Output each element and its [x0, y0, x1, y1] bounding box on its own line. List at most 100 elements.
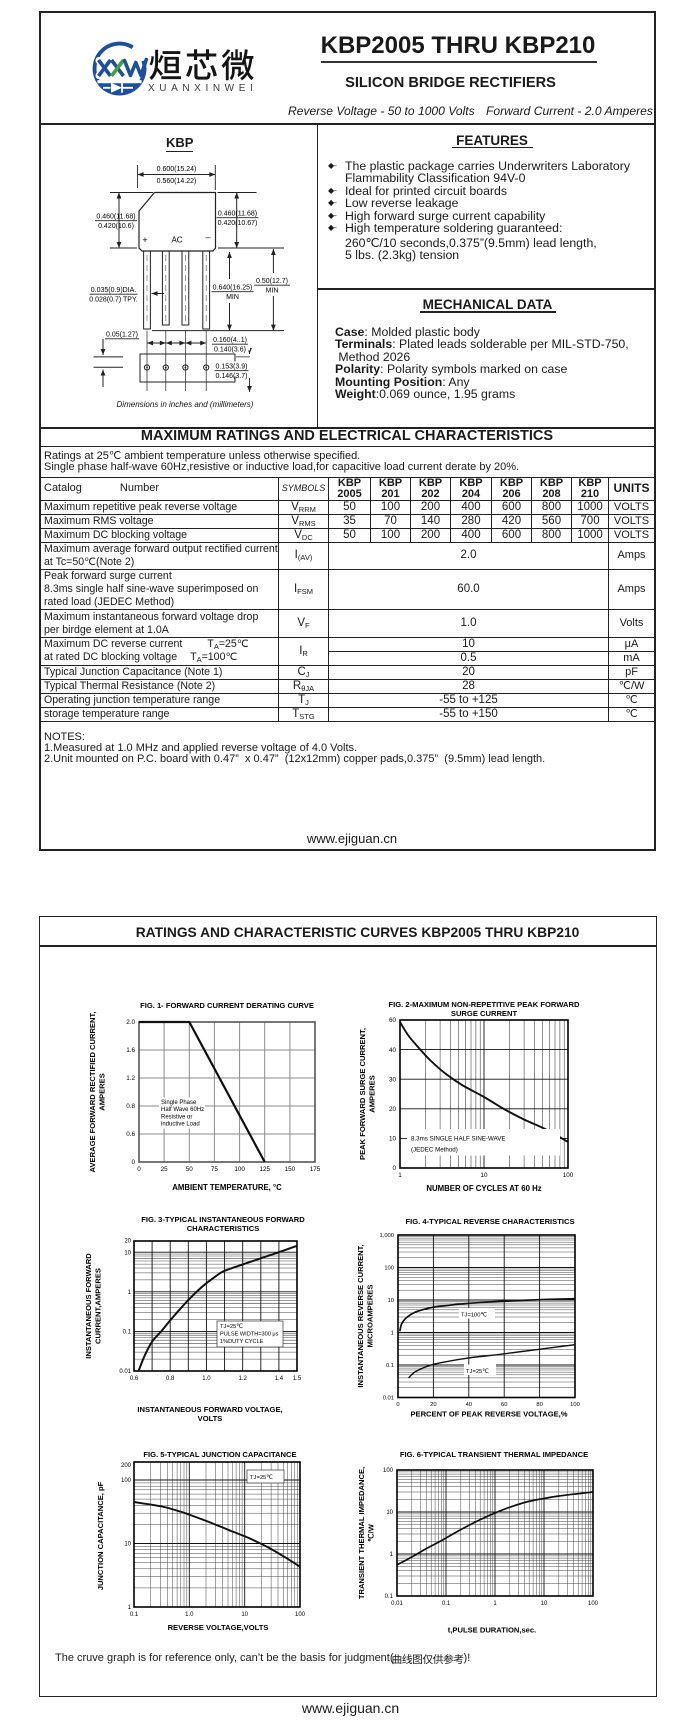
svg-text:CHARACTERISTICS: CHARACTERISTICS — [187, 1224, 260, 1233]
svg-text:MIN: MIN — [226, 294, 239, 301]
svg-text:TJ=25℃: TJ=25℃ — [466, 1369, 489, 1375]
svg-text:10: 10 — [541, 1601, 548, 1607]
svg-text:0: 0 — [131, 1159, 135, 1166]
svg-text:8.3ms SINGLE HALF SINE-WAVE: 8.3ms SINGLE HALF SINE-WAVE — [411, 1136, 506, 1143]
svg-text:0.05(1.27): 0.05(1.27) — [106, 332, 138, 339]
svg-text:+: + — [142, 235, 147, 245]
svg-text:1: 1 — [128, 1290, 132, 1296]
svg-text:0.1: 0.1 — [442, 1601, 451, 1607]
svg-text:AVERAGE FORWARD RECTIFIED CURR: AVERAGE FORWARD RECTIFIED CURRENT, — [88, 1012, 97, 1173]
svg-text:0.420(10.67): 0.420(10.67) — [218, 220, 258, 227]
svg-text:80: 80 — [536, 1402, 542, 1408]
svg-text:0.01: 0.01 — [391, 1601, 403, 1607]
svg-text:0: 0 — [392, 1165, 396, 1172]
svg-text:1.5: 1.5 — [293, 1376, 302, 1382]
svg-text:1.6: 1.6 — [126, 1047, 135, 1054]
svg-text:1.4: 1.4 — [275, 1376, 284, 1382]
svg-text:100: 100 — [588, 1601, 599, 1607]
svg-text:FIG. 4-TYPICAL REVERSE CHARACT: FIG. 4-TYPICAL REVERSE CHARACTERISTICS — [405, 1217, 574, 1226]
svg-text:–: – — [205, 232, 210, 242]
svg-text:Dimensions in inches and (mill: Dimensions in inches and (millimeters) — [117, 400, 254, 409]
svg-text:0.035(0.9)DIA.: 0.035(0.9)DIA. — [91, 287, 137, 294]
svg-text:0: 0 — [396, 1402, 399, 1408]
svg-text:FIG. 2-MAXIMUM NON-REPETITIVE: FIG. 2-MAXIMUM NON-REPETITIVE PEAK FORWA… — [389, 1000, 580, 1009]
svg-text:PEAK FORWARD SURGE CURRENT,: PEAK FORWARD SURGE CURRENT, — [358, 1028, 367, 1160]
svg-text:CURRENT,AMPERES: CURRENT,AMPERES — [94, 1268, 103, 1344]
svg-text:AMPERES: AMPERES — [98, 1073, 107, 1111]
svg-text:20: 20 — [124, 1238, 131, 1244]
svg-text:100: 100 — [384, 1266, 394, 1272]
svg-text:60: 60 — [501, 1402, 507, 1408]
svg-text:Half Wave 60Hz: Half Wave 60Hz — [161, 1107, 204, 1113]
svg-text:0.560(14.22): 0.560(14.22) — [157, 178, 197, 185]
svg-text:MICROAMPERES: MICROAMPERES — [366, 1285, 375, 1348]
svg-text:0.600(15.24): 0.600(15.24) — [157, 166, 197, 173]
svg-text:10: 10 — [124, 1542, 131, 1548]
svg-text:175: 175 — [310, 1166, 321, 1173]
svg-text:0.140(3.6): 0.140(3.6) — [214, 346, 246, 353]
svg-text:FIG. 5-TYPICAL JUNCTION CAPACI: FIG. 5-TYPICAL JUNCTION CAPACITANCE — [143, 1450, 296, 1459]
svg-text:200: 200 — [121, 1463, 132, 1469]
svg-text:0.420(10.6): 0.420(10.6) — [98, 223, 134, 230]
svg-text:FIG. 3-TYPICAL INSTANTANEOUS F: FIG. 3-TYPICAL INSTANTANEOUS FORWARD — [141, 1215, 305, 1224]
svg-text:REVERSE VOLTAGE,VOLTS: REVERSE VOLTAGE,VOLTS — [168, 1623, 269, 1632]
svg-text:1%DUTY CYCLE: 1%DUTY CYCLE — [220, 1339, 264, 1345]
svg-text:TJ=100℃: TJ=100℃ — [461, 1313, 487, 1319]
svg-text:0.028(0.7) TPY.: 0.028(0.7) TPY. — [89, 296, 137, 303]
svg-text:50: 50 — [186, 1166, 194, 1173]
svg-text:Single Phase: Single Phase — [161, 1100, 197, 1106]
svg-text:INSTANTANEOUS FORWARD VOLTAGE,: INSTANTANEOUS FORWARD VOLTAGE, — [137, 1405, 282, 1414]
svg-text:1: 1 — [391, 1331, 394, 1337]
svg-text:2.0: 2.0 — [126, 1019, 135, 1026]
svg-text:0.460(11.68): 0.460(11.68) — [96, 214, 135, 221]
svg-text:0.1: 0.1 — [123, 1330, 132, 1336]
svg-text:10: 10 — [124, 1250, 131, 1256]
svg-text:0: 0 — [137, 1166, 141, 1173]
svg-text:100: 100 — [295, 1612, 306, 1618]
svg-text:1: 1 — [128, 1605, 132, 1611]
svg-text:PULSE WIDTH=300 μs: PULSE WIDTH=300 μs — [220, 1332, 279, 1338]
svg-text:100: 100 — [563, 1172, 574, 1179]
svg-text:10: 10 — [389, 1136, 397, 1143]
svg-text:40: 40 — [466, 1402, 472, 1408]
svg-text:0.146(3.7): 0.146(3.7) — [216, 373, 248, 380]
svg-text:TJ=25℃: TJ=25℃ — [250, 1475, 273, 1481]
svg-text:0.153(3.9): 0.153(3.9) — [216, 364, 248, 371]
svg-text:1: 1 — [398, 1172, 402, 1179]
svg-text:MIN: MIN — [266, 287, 279, 294]
svg-text:100: 100 — [383, 1468, 394, 1474]
svg-text:100: 100 — [570, 1402, 580, 1408]
svg-text:AMBIENT TEMPERATURE, °C: AMBIENT TEMPERATURE, °C — [172, 1183, 282, 1192]
svg-text:1: 1 — [390, 1552, 394, 1558]
svg-text:1.2: 1.2 — [238, 1376, 247, 1382]
svg-text:1.0: 1.0 — [202, 1376, 211, 1382]
svg-text:0.8: 0.8 — [126, 1103, 135, 1110]
svg-text:t,PULSE DURATION,sec.: t,PULSE DURATION,sec. — [448, 1626, 536, 1635]
svg-text:10: 10 — [388, 1298, 394, 1304]
svg-text:20: 20 — [430, 1402, 436, 1408]
svg-text:100: 100 — [121, 1478, 132, 1484]
svg-text:0.6: 0.6 — [130, 1376, 139, 1382]
svg-text:0.460(11.68): 0.460(11.68) — [218, 211, 257, 218]
svg-text:150: 150 — [285, 1166, 296, 1173]
svg-text:0.640(16.25): 0.640(16.25) — [213, 285, 253, 292]
svg-text:60: 60 — [389, 1017, 397, 1024]
svg-text:TRANSIENT THERMAL IMPEDANCE,: TRANSIENT THERMAL IMPEDANCE, — [357, 1467, 366, 1599]
svg-text:(JEDEC Method): (JEDEC Method) — [411, 1147, 458, 1154]
svg-text:0.1: 0.1 — [385, 1594, 394, 1600]
svg-text:℃/W: ℃/W — [367, 1523, 376, 1542]
svg-text:Resistive or: Resistive or — [161, 1114, 192, 1120]
svg-text:VOLTS: VOLTS — [198, 1414, 223, 1423]
svg-text:0.8: 0.8 — [166, 1376, 175, 1382]
svg-text:0.1: 0.1 — [386, 1363, 394, 1369]
svg-text:INSTANTANEOUS FORWARD: INSTANTANEOUS FORWARD — [84, 1253, 93, 1359]
svg-text:JUNCTION CAPACITANCE, pF: JUNCTION CAPACITANCE, pF — [96, 1481, 105, 1590]
svg-text:0.160(4..1): 0.160(4..1) — [213, 337, 247, 344]
svg-text:inductive Load: inductive Load — [161, 1122, 200, 1128]
svg-text:FIG. 6-TYPICAL TRANSIENT THERM: FIG. 6-TYPICAL TRANSIENT THERMAL IMPEDAN… — [400, 1450, 588, 1459]
svg-text:1.0: 1.0 — [185, 1612, 194, 1618]
svg-text:1.2: 1.2 — [126, 1075, 135, 1082]
svg-text:SURGE CURRENT: SURGE CURRENT — [451, 1009, 518, 1018]
svg-text:10: 10 — [480, 1172, 488, 1179]
svg-text:10: 10 — [386, 1510, 393, 1516]
